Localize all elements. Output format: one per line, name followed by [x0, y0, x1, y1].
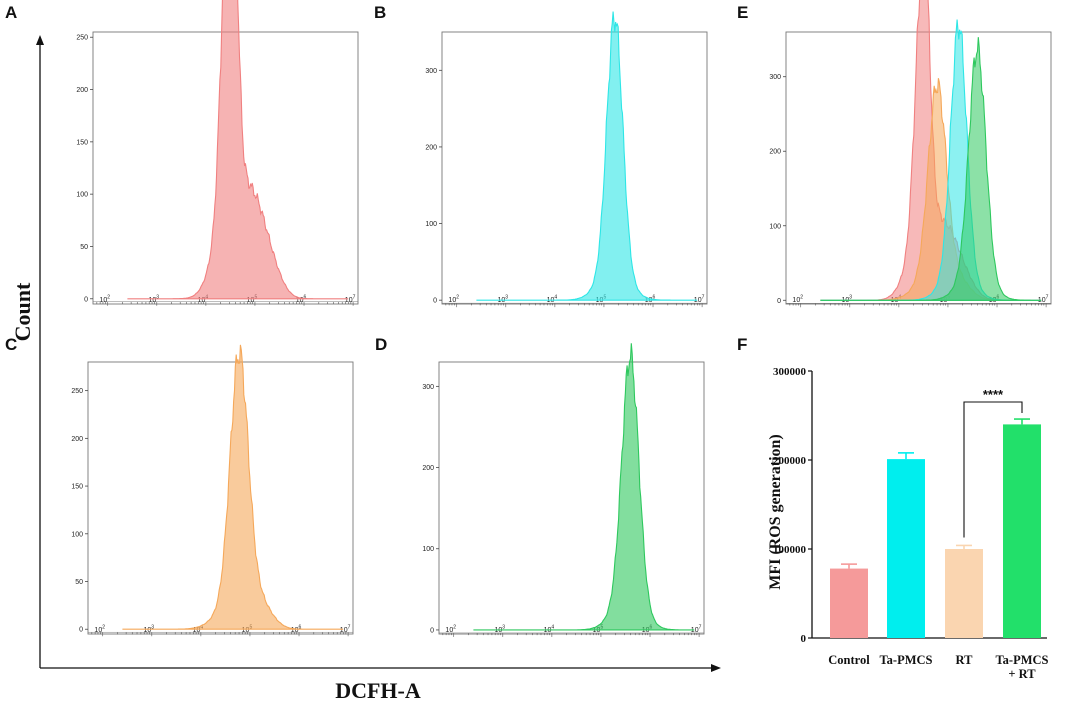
bar-4: [1003, 424, 1041, 638]
y-tick-label: 0: [430, 627, 434, 634]
y-tick-label: 300: [425, 68, 437, 75]
y-tick-label: 0: [79, 627, 83, 634]
panel-letter-b: B: [374, 3, 386, 22]
x-tick-label: 102: [792, 295, 803, 305]
category-label: Ta-PMCS: [995, 653, 1048, 667]
panel-letter-a: A: [5, 3, 17, 22]
x-tick-label: 107: [694, 295, 705, 305]
y-tick-label: 200: [422, 465, 434, 472]
y-tick-label: 100: [769, 223, 781, 230]
histogram-panel-d: 0100200300102103104105106107: [422, 343, 705, 637]
histogram-panel-b: 0100200300102103104105106107: [425, 11, 708, 308]
histogram-panel-e-overlay: 0100200300102103104105106107: [769, 0, 1052, 308]
bar-chart-panel-f: MFI (ROS generation) 0 100000 200000 300000…: [767, 366, 1049, 681]
bar-1: [830, 568, 868, 638]
histogram-area-ta-pmcs-rt: [820, 37, 1042, 301]
x-tick-label: 104: [547, 295, 558, 305]
panel-letter-f: F: [737, 335, 747, 354]
y-tick-label: 200: [71, 436, 83, 443]
y-tick-label: 0: [777, 298, 781, 305]
bar-y-tick-label: 300000: [773, 366, 807, 378]
plot-frame: [441, 31, 708, 305]
panel-letter-d: D: [375, 335, 387, 354]
y-tick-label: 150: [76, 139, 88, 146]
x-tick-label: 107: [1038, 295, 1049, 305]
plot-frame: [438, 361, 705, 635]
y-tick-label: 200: [769, 149, 781, 156]
y-tick-label: 250: [71, 388, 83, 395]
histogram-area-rt: [122, 344, 344, 630]
histogram-area-ta-pmcs: [476, 11, 698, 301]
histogram-panel-c: 050100150200250102103104105106107: [71, 344, 354, 637]
bar-y-tick-label: 100000: [773, 544, 807, 556]
category-label: + RT: [1008, 667, 1036, 681]
panel-letter-c: C: [5, 335, 17, 354]
y-tick-label: 100: [422, 546, 434, 553]
category-label: RT: [956, 653, 974, 667]
x-tick-label: 103: [842, 295, 853, 305]
histogram-panel-a: 050100150200250102103104105106107: [76, 0, 359, 306]
category-label: Ta-PMCS: [879, 653, 932, 667]
x-tick-label: 104: [544, 625, 555, 635]
y-tick-label: 250: [76, 35, 88, 42]
bar-y-tick-label: 200000: [773, 455, 807, 467]
bar-2: [887, 459, 925, 638]
significance-bracket: [963, 401, 1023, 538]
x-tick-label: 107: [340, 625, 351, 635]
x-tick-label: 107: [691, 625, 702, 635]
bar-chart-y-title: MFI (ROS generation): [767, 434, 784, 590]
y-tick-label: 100: [425, 221, 437, 228]
y-tick-label: 100: [76, 192, 88, 199]
y-tick-label: 300: [769, 74, 781, 81]
x-tick-label: 102: [448, 295, 459, 305]
plot-frame: [87, 361, 354, 635]
x-tick-label: 103: [498, 295, 509, 305]
histogram-area-control: [127, 0, 349, 300]
y-tick-label: 0: [84, 296, 88, 303]
x-tick-label: 102: [445, 625, 456, 635]
significance-label: ****: [983, 387, 1004, 402]
histogram-area-ta-pmcs-rt: [473, 343, 695, 631]
bar-3: [945, 549, 983, 638]
x-tick-label: 103: [495, 625, 506, 635]
x-tick-label: 102: [94, 625, 105, 635]
x-tick-label: 107: [345, 295, 356, 305]
y-tick-label: 200: [76, 87, 88, 94]
y-tick-label: 100: [71, 531, 83, 538]
y-tick-label: 150: [71, 484, 83, 491]
y-tick-label: 300: [422, 384, 434, 391]
dcfh-axis-title: DCFH-A: [335, 678, 421, 703]
panel-letter-e: E: [737, 3, 748, 22]
y-tick-label: 200: [425, 144, 437, 151]
x-tick-label: 102: [99, 295, 110, 305]
y-tick-label: 0: [433, 298, 437, 305]
count-axis-title: Count: [10, 282, 35, 341]
bar-y-tick-label: 0: [801, 633, 807, 645]
y-tick-label: 50: [75, 579, 83, 586]
y-tick-label: 50: [80, 244, 88, 251]
category-label: Control: [828, 653, 870, 667]
